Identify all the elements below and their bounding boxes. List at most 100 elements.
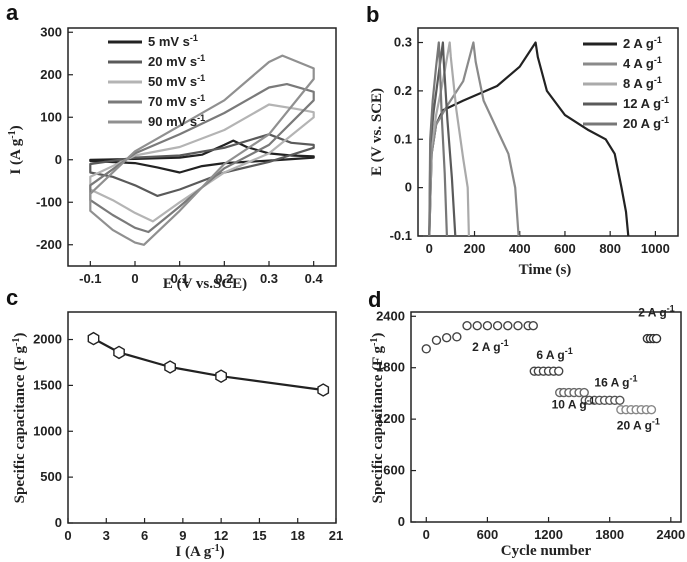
data-point (317, 383, 330, 397)
data-point (651, 333, 662, 344)
y-tick-label: 2000 (33, 332, 62, 347)
panel-d: d 0 600 1200 1800 2400 0 600 1200 1800 2400 2 A g… (368, 287, 685, 559)
y-tick-label: 500 (40, 469, 62, 484)
rate-annotation: 2 A g-1 (638, 304, 674, 320)
data-point (615, 395, 625, 405)
data-point (528, 321, 538, 331)
x-tick-label: 0 (423, 527, 430, 542)
series-line-1 (89, 139, 315, 174)
series-line-1 (92, 337, 324, 392)
panel-c-letter: c (6, 285, 18, 310)
x-tick-label: 0.3 (260, 271, 278, 286)
x-tick-label: 1800 (595, 527, 624, 542)
data-point (113, 345, 125, 360)
x-tick-label: 1200 (534, 527, 563, 542)
panel-d-xlabel: Cycle number (501, 543, 592, 559)
x-tick-label: 400 (509, 241, 531, 256)
x-tick-label: 12 (214, 528, 228, 543)
legend-label: 20 mV s-1 (148, 53, 205, 69)
panel-b-letter: b (366, 2, 379, 27)
x-tick-label: 0 (426, 241, 433, 256)
data-point (472, 321, 482, 331)
data-point (482, 321, 493, 331)
series-line-4 (89, 82, 315, 234)
legend-label: 50 mV s-1 (148, 73, 205, 89)
y-tick-label: 1200 (376, 411, 405, 426)
data-point (441, 333, 452, 343)
y-tick-label: 200 (40, 67, 62, 82)
series-line-3 (428, 41, 470, 237)
legend-label: 4 A g-1 (623, 55, 662, 71)
panel-a: a -0.1 0 0.1 0.2 0.3 0.4 -200 -100 0 100 200 300 5 … (6, 0, 337, 292)
y-tick-label: 100 (40, 109, 62, 124)
series-line-5 (89, 54, 315, 246)
x-tick-label: 21 (329, 528, 343, 543)
y-tick-label: 2400 (376, 308, 405, 323)
panel-a-frame (67, 27, 337, 267)
panel-b-frame (417, 27, 679, 237)
x-tick-label: 0.1 (171, 271, 189, 286)
panel-c-xlabel: I (A g-1) (175, 543, 224, 561)
x-tick-label: 600 (477, 527, 499, 542)
data-point (554, 366, 564, 376)
panel-d-letter: d (368, 287, 381, 312)
data-point (452, 332, 462, 342)
panel-c: c 0 3 6 9 12 15 18 21 0 500 1000 1500 2000 I (A g-1)… (6, 285, 343, 560)
x-tick-label: 200 (464, 241, 486, 256)
legend-label: 20 A g-1 (623, 115, 669, 131)
data-point (87, 331, 100, 346)
x-tick-label: 0.2 (215, 271, 233, 286)
series-line-2 (89, 133, 315, 197)
rate-annotation: 6 A g-1 (536, 346, 572, 362)
y-tick-label: 600 (383, 463, 405, 478)
panel-d-ylabel: Specific capacitance (F g-1) (369, 333, 387, 504)
panel-c-frame (67, 311, 337, 524)
x-tick-label: 600 (554, 241, 576, 256)
rate-annotation: 2 A g-1 (472, 338, 508, 354)
panel-a-letter: a (6, 0, 19, 25)
data-point (215, 369, 228, 384)
panel-d-frame (410, 311, 682, 523)
x-tick-label: 15 (252, 528, 266, 543)
data-point (492, 321, 503, 331)
data-point (513, 321, 523, 331)
y-tick-label: 1500 (33, 377, 62, 392)
y-tick-label: 1000 (33, 423, 62, 438)
panel-b: b 0 200 400 600 800 1000 -0.1 0 0.1 0.2 0.3 2 A g-… (366, 2, 679, 278)
series-line-1 (428, 41, 630, 237)
y-tick-label: 0 (398, 514, 405, 529)
data-point (421, 344, 431, 354)
y-tick-label: 0.3 (394, 35, 412, 50)
legend-label: 12 A g-1 (623, 95, 669, 111)
data-point (503, 321, 513, 331)
y-tick-label: -200 (36, 237, 62, 252)
data-point (164, 360, 177, 374)
x-tick-label: 0.4 (305, 271, 324, 286)
x-tick-label: 3 (103, 528, 110, 543)
legend-label: 70 mV s-1 (148, 93, 205, 109)
y-tick-label: 0 (405, 180, 412, 195)
rate-annotation: 10 A g-1 (552, 396, 595, 412)
y-tick-label: 0 (55, 152, 62, 167)
y-tick-label: 1800 (376, 360, 405, 375)
series-line-2 (428, 41, 520, 237)
y-tick-label: -100 (36, 194, 62, 209)
x-tick-label: 18 (290, 528, 304, 543)
x-tick-label: 0 (131, 271, 138, 286)
data-point (462, 321, 472, 331)
panel-c-ylabel: Specific capacitance (F g-1) (11, 333, 29, 504)
series-line-5 (428, 41, 448, 237)
series-line-3 (89, 103, 315, 223)
y-tick-label: 0 (55, 515, 62, 530)
x-tick-label: -0.1 (79, 271, 101, 286)
panel-a-ylabel: I (A g-1) (7, 125, 25, 174)
panel-b-ylabel: E (V vs. SCE) (369, 88, 385, 176)
panel-b-xlabel: Time (s) (519, 262, 572, 278)
rate-annotation: 16 A g-1 (594, 373, 637, 389)
x-tick-label: 0 (64, 528, 71, 543)
y-tick-label: -0.1 (390, 228, 412, 243)
legend-label: 8 A g-1 (623, 75, 662, 91)
data-point (431, 335, 442, 345)
data-point (646, 405, 657, 415)
